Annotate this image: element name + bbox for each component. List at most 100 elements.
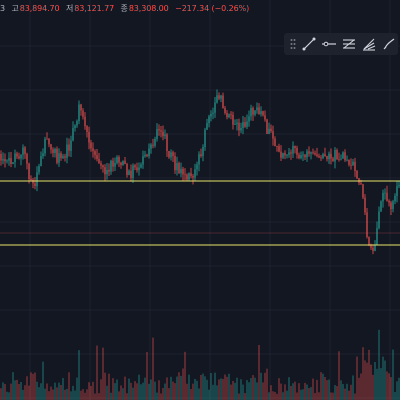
volume-bar: [38, 387, 40, 400]
candle-body: [220, 95, 222, 99]
candle-body: [230, 114, 232, 116]
volume-bar: [4, 384, 6, 400]
volume-bar: [206, 379, 208, 400]
volume-bar: [218, 379, 220, 400]
candle-body: [200, 154, 202, 156]
candle-body: [18, 156, 20, 159]
volume-bar: [312, 378, 314, 400]
candle-body: [318, 156, 320, 158]
volume-bar: [300, 389, 302, 400]
volume-bar: [396, 381, 398, 400]
pitchfork-icon[interactable]: [361, 35, 378, 53]
candle-body: [246, 121, 248, 127]
volume-bar: [224, 374, 226, 400]
volume-bar: [76, 377, 78, 400]
volume-bar: [56, 387, 58, 400]
volume-bar: [260, 372, 262, 400]
drawing-toolbar: [284, 33, 398, 55]
volume-bar: [44, 388, 46, 400]
candle-body: [160, 130, 162, 132]
volume-bar: [140, 384, 142, 400]
candle-body: [146, 154, 148, 157]
volume-bar: [330, 392, 332, 400]
candle-body: [186, 174, 188, 180]
volume-bar: [30, 372, 32, 400]
trend-line-icon[interactable]: [300, 35, 317, 53]
candle-body: [266, 119, 268, 134]
candle-body: [234, 124, 236, 125]
candle-body: [104, 167, 106, 175]
volume-bar: [138, 374, 140, 400]
candle-body: [30, 178, 32, 180]
drag-handle-icon[interactable]: [288, 35, 297, 53]
volume-bar: [66, 388, 68, 400]
volume-bar: [168, 388, 170, 400]
volume-bar: [268, 392, 270, 400]
candle-body: [338, 159, 340, 161]
volume-bar: [236, 377, 238, 400]
candle-body: [204, 129, 206, 147]
volume-bar: [314, 393, 316, 400]
volume-bar: [208, 389, 210, 400]
candle-body: [286, 154, 288, 156]
volume-bar: [6, 391, 8, 400]
horizontal-ray-icon[interactable]: [320, 35, 337, 53]
price-levels[interactable]: [0, 180, 400, 246]
candle-body: [34, 183, 36, 186]
candle-body: [174, 156, 176, 171]
candle-body: [66, 144, 68, 158]
candle-body: [80, 104, 82, 111]
candle-body: [58, 153, 60, 163]
volume-bar: [280, 383, 282, 400]
volume-bar: [194, 378, 196, 400]
candle-body: [184, 174, 186, 176]
candle-body: [132, 165, 134, 178]
candle-body: [336, 150, 338, 160]
candle-body: [4, 159, 6, 162]
candle-body: [158, 129, 160, 131]
candle-body: [122, 160, 124, 166]
candle-body: [170, 152, 172, 158]
candle-body: [90, 142, 92, 149]
volume-bar: [136, 383, 138, 400]
candle-body: [328, 153, 330, 160]
candle-body: [362, 184, 364, 198]
candle-body: [24, 147, 26, 155]
candle-body: [26, 154, 28, 164]
volume-bar: [346, 383, 348, 400]
candle-body: [372, 247, 374, 251]
candle-body: [52, 149, 54, 153]
candle-body: [150, 144, 152, 149]
volume-bar: [150, 379, 152, 400]
brush-icon[interactable]: [381, 35, 398, 53]
volume-bar: [80, 390, 82, 400]
candle-body: [294, 145, 296, 148]
volume-bar: [352, 375, 354, 400]
candle-body: [274, 138, 276, 147]
candle-body: [128, 170, 130, 175]
close-value: 83,308.00: [128, 4, 169, 13]
candle-body: [108, 169, 110, 172]
volume-bar: [340, 380, 342, 400]
candle-body: [356, 170, 358, 179]
candle-body: [172, 152, 174, 157]
volume-bar: [324, 376, 326, 400]
volume-bar: [398, 377, 400, 400]
candle-body: [394, 195, 396, 202]
fib-retracement-icon[interactable]: [340, 35, 357, 53]
candle-body: [330, 153, 332, 159]
volume-bar: [8, 392, 10, 400]
volume-bar: [332, 392, 334, 400]
volume-bar: [162, 388, 164, 400]
volume-bar: [12, 372, 14, 400]
candle-body: [28, 163, 30, 179]
volume-bar: [182, 368, 184, 400]
volume-bar: [98, 393, 100, 400]
candle-body: [182, 168, 184, 175]
volume-bar: [118, 391, 120, 400]
candle-body: [374, 244, 376, 251]
candle-body: [222, 95, 224, 108]
volume-bar: [64, 389, 66, 400]
volume-bar: [384, 360, 386, 400]
